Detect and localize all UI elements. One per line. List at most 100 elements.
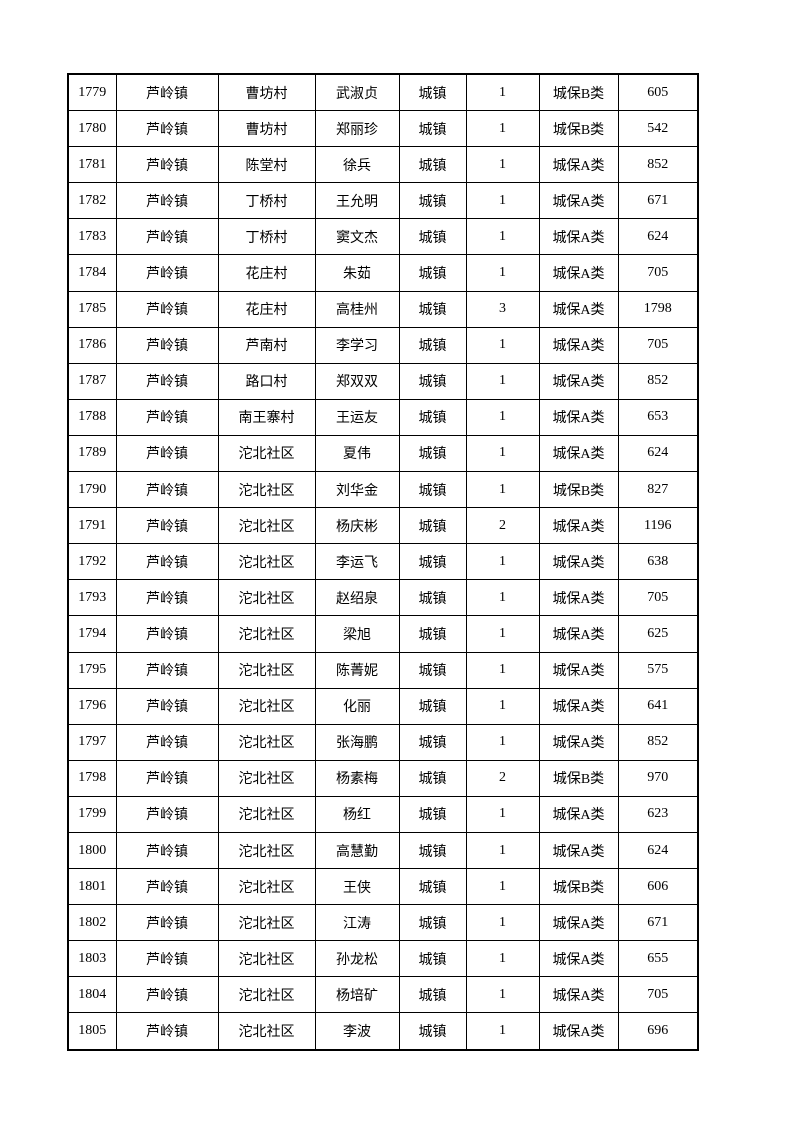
table-row: 1789 芦岭镇 沱北社区 夏伟 城镇 1 城保A类 624	[67, 434, 699, 473]
cell-row-number: 1791	[67, 507, 117, 545]
cell-village: 花庄村	[217, 254, 316, 292]
table-row: 1804 芦岭镇 沱北社区 杨培矿 城镇 1 城保A类 705	[67, 976, 699, 1014]
cell-household-size: 1	[465, 73, 540, 112]
cell-row-number: 1805	[67, 1012, 117, 1051]
cell-household-size: 1	[465, 976, 540, 1014]
cell-name: 夏伟	[314, 434, 400, 473]
cell-town: 芦岭镇	[115, 326, 219, 364]
cell-amount: 625	[617, 615, 699, 653]
table-row: 1797 芦岭镇 沱北社区 张海鹏 城镇 1 城保A类 852	[67, 723, 699, 761]
cell-category: 城保A类	[538, 831, 619, 870]
cell-town: 芦岭镇	[115, 940, 219, 978]
cell-household-size: 1	[465, 326, 540, 364]
cell-name: 窦文杰	[314, 218, 400, 256]
cell-household-type: 城镇	[398, 110, 467, 148]
cell-household-size: 1	[465, 615, 540, 653]
table-row: 1785 芦岭镇 花庄村 高桂州 城镇 3 城保A类 1798	[67, 290, 699, 328]
cell-village: 沱北社区	[217, 940, 316, 978]
table-row: 1784 芦岭镇 花庄村 朱茹 城镇 1 城保A类 705	[67, 254, 699, 292]
cell-village: 沱北社区	[217, 507, 316, 545]
cell-category: 城保A类	[538, 434, 619, 473]
cell-village: 沱北社区	[217, 471, 316, 509]
cell-household-size: 1	[465, 687, 540, 725]
cell-row-number: 1785	[67, 290, 117, 328]
cell-category: 城保A类	[538, 326, 619, 364]
cell-amount: 624	[617, 831, 699, 870]
cell-town: 芦岭镇	[115, 1012, 219, 1051]
cell-village: 沱北社区	[217, 579, 316, 617]
cell-household-type: 城镇	[398, 976, 467, 1014]
cell-household-type: 城镇	[398, 795, 467, 833]
cell-household-size: 1	[465, 795, 540, 833]
cell-household-size: 1	[465, 110, 540, 148]
cell-town: 芦岭镇	[115, 723, 219, 761]
cell-village: 芦南村	[217, 326, 316, 364]
cell-household-size: 1	[465, 254, 540, 292]
cell-household-type: 城镇	[398, 254, 467, 292]
cell-amount: 605	[617, 73, 699, 112]
cell-household-type: 城镇	[398, 146, 467, 184]
cell-household-size: 1	[465, 182, 540, 220]
table-row: 1796 芦岭镇 沱北社区 化丽 城镇 1 城保A类 641	[67, 687, 699, 725]
cell-village: 路口村	[217, 362, 316, 400]
cell-town: 芦岭镇	[115, 254, 219, 292]
cell-household-size: 1	[465, 868, 540, 906]
cell-village: 陈堂村	[217, 146, 316, 184]
cell-town: 芦岭镇	[115, 687, 219, 725]
cell-household-type: 城镇	[398, 507, 467, 545]
cell-village: 沱北社区	[217, 1012, 316, 1051]
cell-amount: 696	[617, 1012, 699, 1051]
cell-town: 芦岭镇	[115, 904, 219, 942]
cell-household-size: 1	[465, 146, 540, 184]
cell-town: 芦岭镇	[115, 615, 219, 653]
cell-amount: 852	[617, 146, 699, 184]
table-row: 1793 芦岭镇 沱北社区 赵绍泉 城镇 1 城保A类 705	[67, 579, 699, 617]
cell-household-size: 1	[465, 940, 540, 978]
cell-row-number: 1800	[67, 831, 117, 870]
table-row: 1799 芦岭镇 沱北社区 杨红 城镇 1 城保A类 623	[67, 795, 699, 833]
cell-household-type: 城镇	[398, 687, 467, 725]
cell-name: 张海鹏	[314, 723, 400, 761]
cell-row-number: 1797	[67, 723, 117, 761]
table-row: 1795 芦岭镇 沱北社区 陈菁妮 城镇 1 城保A类 575	[67, 651, 699, 689]
table-row: 1805 芦岭镇 沱北社区 李波 城镇 1 城保A类 696	[67, 1012, 699, 1051]
table-row: 1791 芦岭镇 沱北社区 杨庆彬 城镇 2 城保A类 1196	[67, 507, 699, 545]
cell-row-number: 1786	[67, 326, 117, 364]
table-body: 1779 芦岭镇 曹坊村 武淑贞 城镇 1 城保B类 605 1780 芦岭镇 曹坊村 郑丽珍 城镇 1 城…	[67, 73, 699, 1051]
cell-category: 城保B类	[538, 759, 619, 797]
cell-village: 花庄村	[217, 290, 316, 328]
cell-amount: 852	[617, 362, 699, 400]
cell-category: 城保A类	[538, 398, 619, 436]
cell-village: 曹坊村	[217, 73, 316, 112]
cell-category: 城保A类	[538, 543, 619, 581]
cell-category: 城保B类	[538, 110, 619, 148]
table-row: 1780 芦岭镇 曹坊村 郑丽珍 城镇 1 城保B类 542	[67, 110, 699, 148]
cell-category: 城保B类	[538, 868, 619, 906]
cell-name: 杨素梅	[314, 759, 400, 797]
cell-town: 芦岭镇	[115, 73, 219, 112]
cell-category: 城保A类	[538, 218, 619, 256]
cell-town: 芦岭镇	[115, 543, 219, 581]
cell-town: 芦岭镇	[115, 434, 219, 473]
cell-category: 城保A类	[538, 254, 619, 292]
cell-village: 沱北社区	[217, 687, 316, 725]
cell-village: 沱北社区	[217, 615, 316, 653]
cell-household-size: 1	[465, 471, 540, 509]
cell-household-type: 城镇	[398, 471, 467, 509]
cell-household-type: 城镇	[398, 868, 467, 906]
cell-amount: 638	[617, 543, 699, 581]
cell-name: 刘华金	[314, 471, 400, 509]
cell-row-number: 1789	[67, 434, 117, 473]
cell-village: 沱北社区	[217, 759, 316, 797]
cell-row-number: 1802	[67, 904, 117, 942]
cell-town: 芦岭镇	[115, 868, 219, 906]
cell-amount: 575	[617, 651, 699, 689]
cell-row-number: 1787	[67, 362, 117, 400]
cell-category: 城保A类	[538, 904, 619, 942]
cell-amount: 1798	[617, 290, 699, 328]
cell-village: 沱北社区	[217, 795, 316, 833]
cell-household-size: 1	[465, 904, 540, 942]
cell-amount: 705	[617, 579, 699, 617]
table-row: 1794 芦岭镇 沱北社区 梁旭 城镇 1 城保A类 625	[67, 615, 699, 653]
cell-category: 城保A类	[538, 651, 619, 689]
